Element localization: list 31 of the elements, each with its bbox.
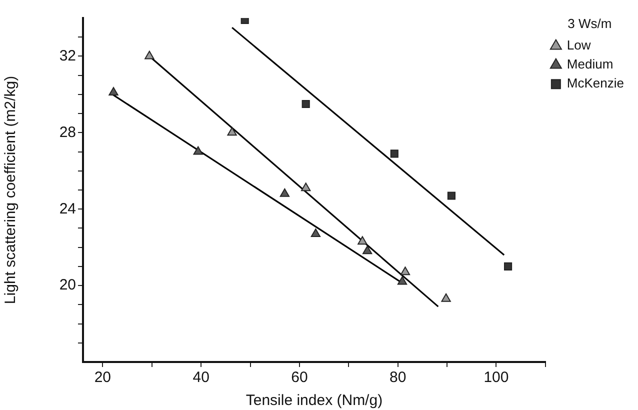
- point: [390, 150, 398, 158]
- point: [108, 87, 118, 96]
- y-axis-title: Light scattering coefficient (m2/kg): [2, 76, 20, 304]
- legend-label: McKenzie: [566, 76, 624, 91]
- point: [441, 293, 451, 302]
- point: [144, 50, 154, 60]
- x-axis-title: Tensile index (Nm/g): [246, 392, 383, 410]
- legend-title: 3 Ws/m: [568, 16, 612, 32]
- point: [447, 192, 456, 200]
- point: [400, 266, 410, 276]
- x-tick-label: 40: [192, 369, 210, 386]
- point: [280, 188, 290, 197]
- point: [193, 146, 203, 155]
- point: [504, 262, 512, 270]
- y-tick-label: 20: [59, 276, 76, 294]
- legend-label: Low: [566, 38, 592, 53]
- point: [358, 236, 368, 245]
- point: [362, 246, 372, 254]
- x-tick-label: 20: [94, 369, 112, 386]
- point: [301, 182, 311, 192]
- y-tick-label: 24: [59, 200, 76, 218]
- y-tick-label: 28: [59, 124, 76, 141]
- point: [302, 100, 310, 108]
- x-tick-label: 100: [484, 369, 509, 386]
- point: [397, 276, 408, 285]
- point: [310, 228, 321, 237]
- x-tick-label: 80: [389, 369, 406, 386]
- x-tick-label: 60: [291, 369, 308, 386]
- point: [227, 127, 237, 136]
- y-tick-label: 32: [59, 47, 76, 64]
- legend-label: Medium: [566, 56, 614, 72]
